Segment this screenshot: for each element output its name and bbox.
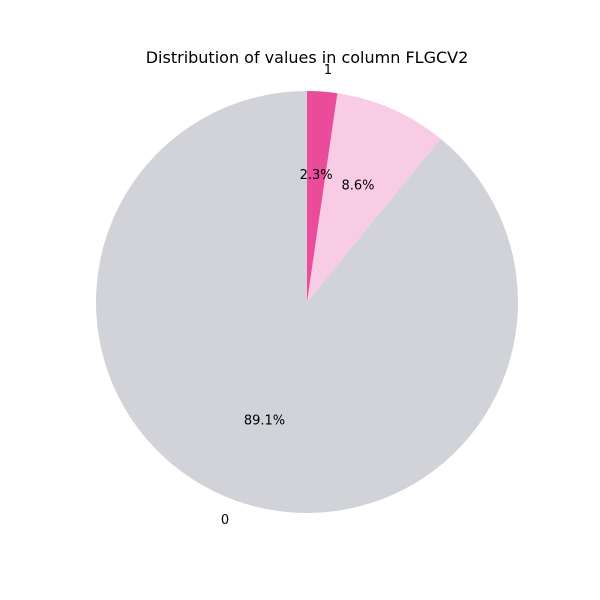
- pie-slice: [95, 91, 518, 513]
- slice-percent-label: 8.6%: [341, 179, 374, 194]
- pie-slices: [95, 91, 518, 513]
- pie-slice: [307, 93, 441, 302]
- slice-category-label: 0: [221, 513, 229, 528]
- chart-title: Distribution of values in column FLGCV2: [146, 48, 469, 67]
- slice-category-label: 1: [324, 63, 332, 78]
- pie-slice: [307, 91, 338, 302]
- slice-percent-label: 89.1%: [244, 414, 285, 429]
- pie-labels: 89.1% 0 8.6% 2.3% 1: [221, 63, 375, 528]
- slice-percent-label: 2.3%: [300, 168, 333, 183]
